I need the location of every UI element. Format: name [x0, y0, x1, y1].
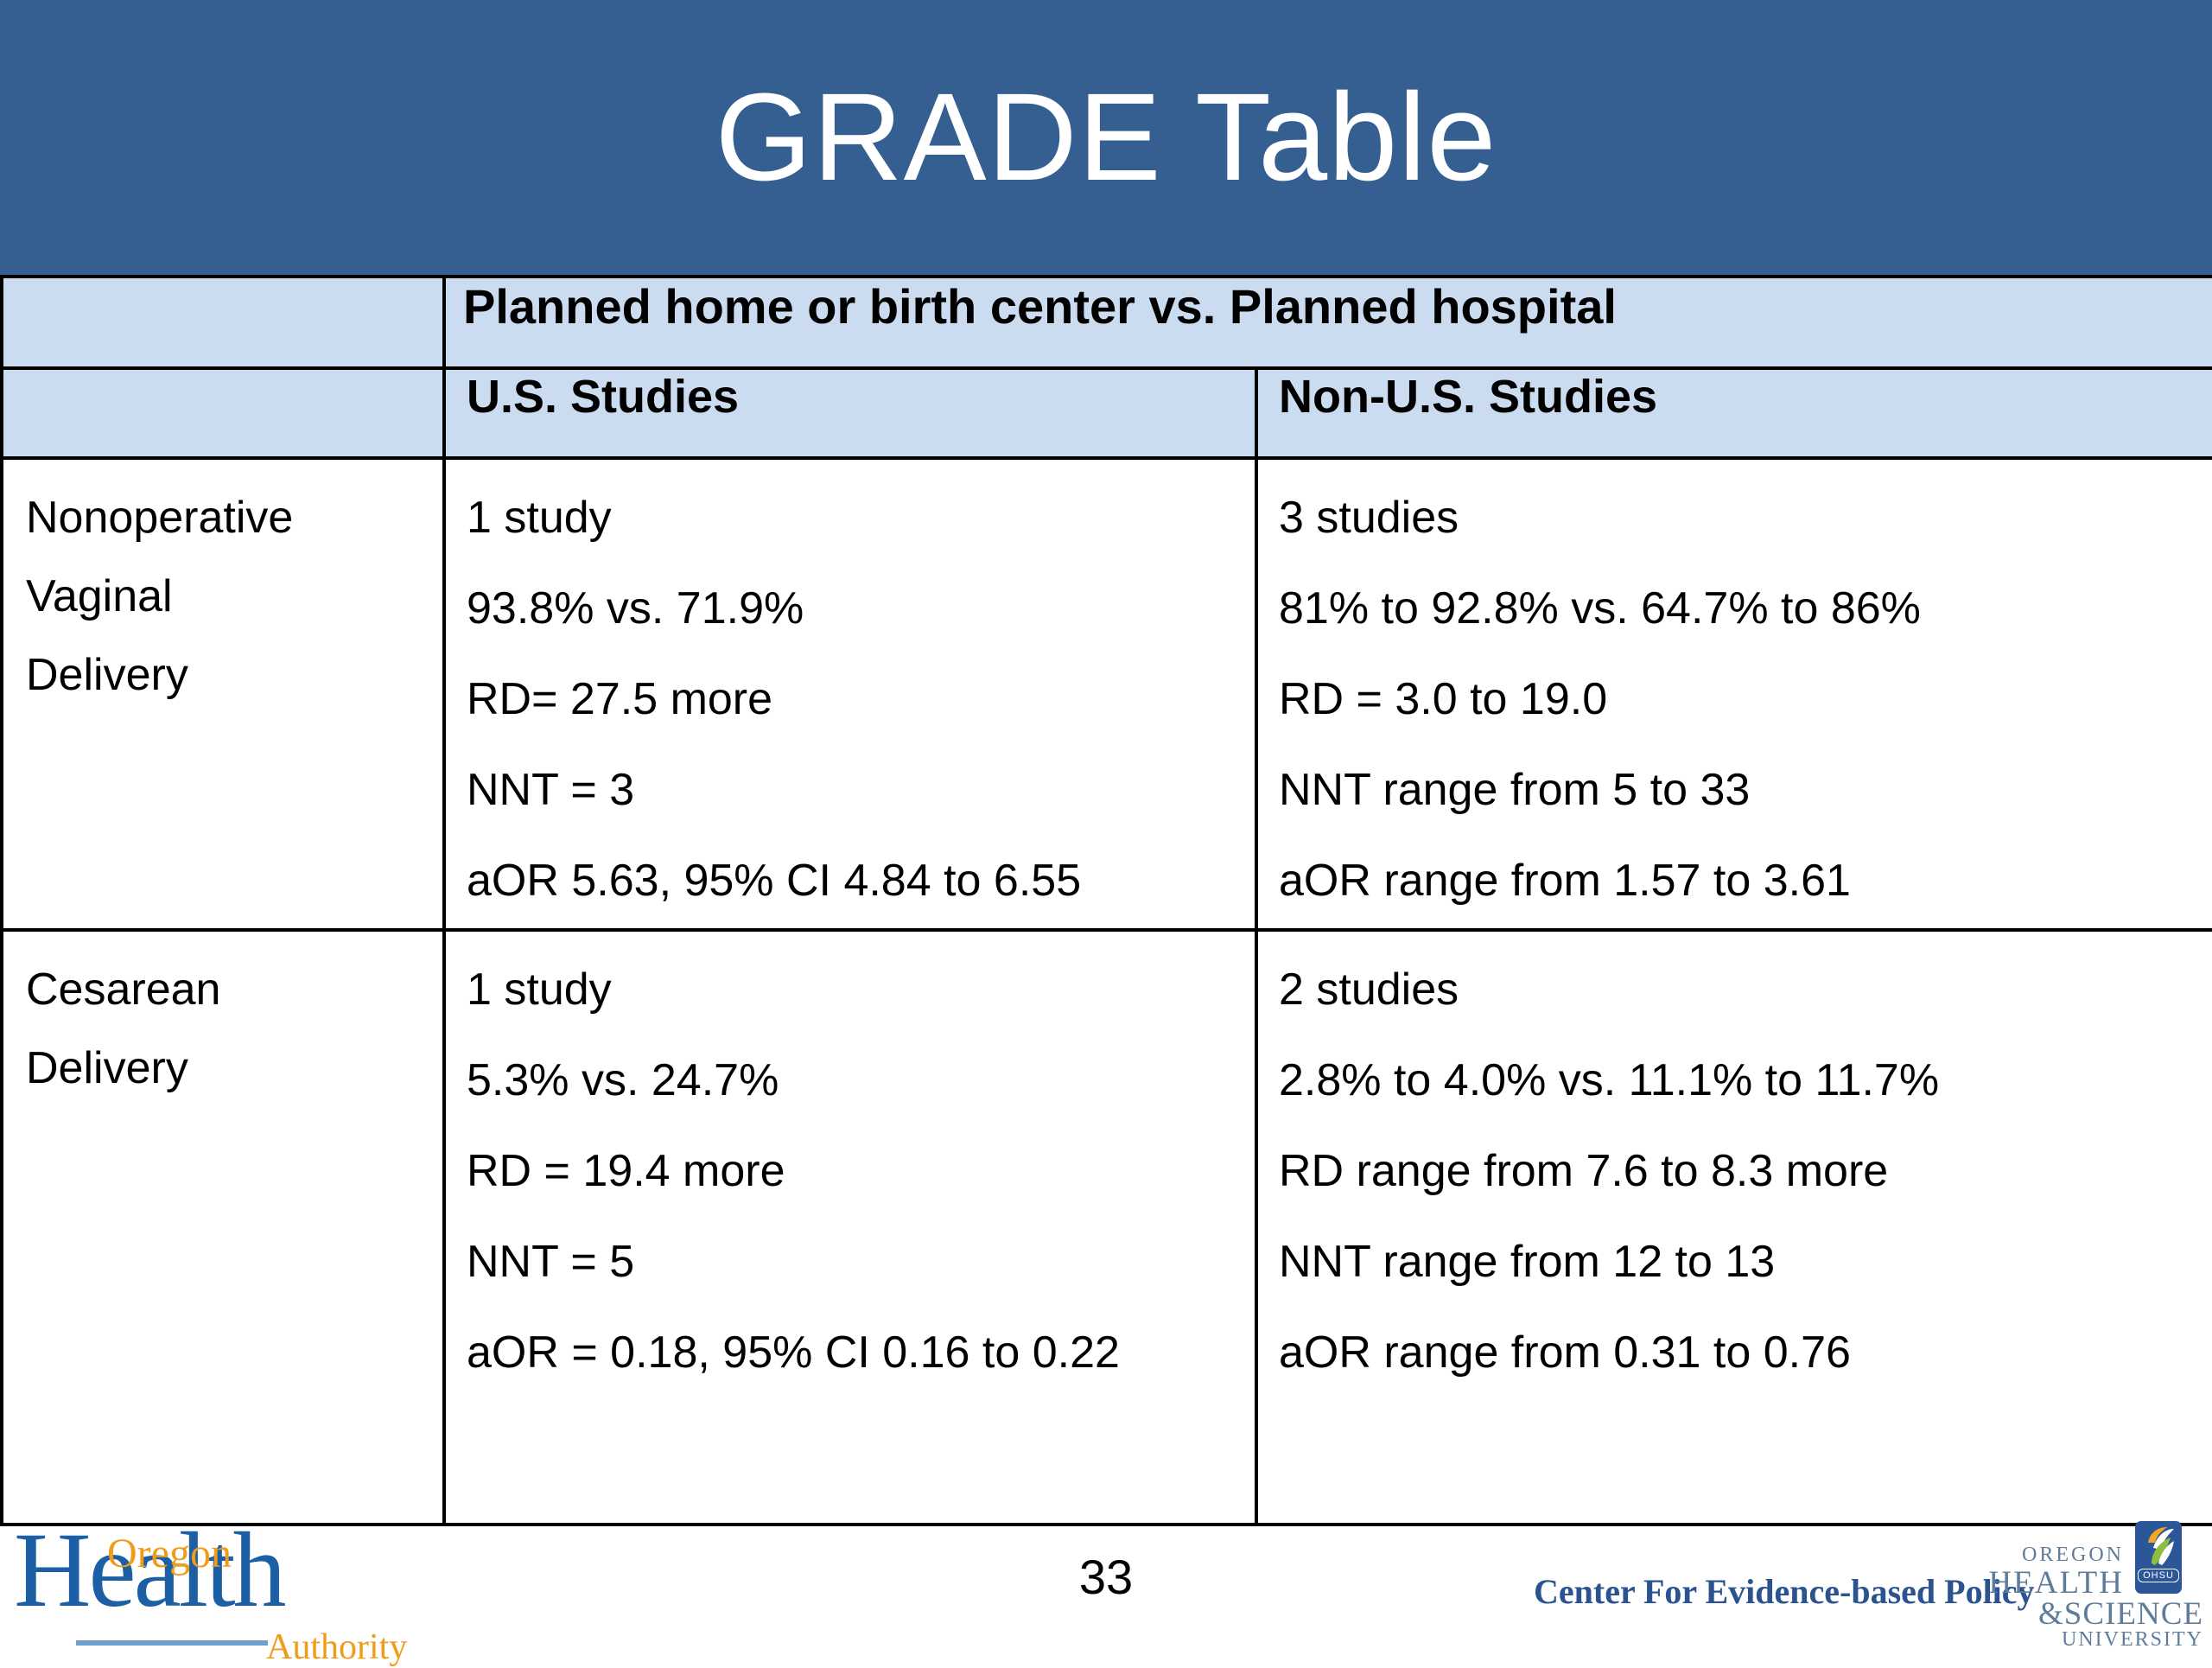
oha-underline-rule	[76, 1640, 268, 1646]
us-studies-cell-nonoperative: 1 study 93.8% vs. 71.9% RD= 27.5 more NN…	[442, 456, 1258, 932]
oregon-health-authority-logo: Health Oregon Authority	[14, 1511, 446, 1667]
oha-oregon-wordmark: Oregon	[107, 1531, 232, 1576]
stat-line: 1 study	[467, 965, 612, 1015]
ohsu-leaf-icon	[2148, 1527, 2174, 1565]
stat-line: 81% to 92.8% vs. 64.7% to 86%	[1279, 583, 1921, 633]
stat-line: NNT = 5	[467, 1237, 635, 1287]
row-label-line: Vaginal	[26, 571, 173, 621]
table-row-cesarean-delivery: Cesarean Delivery 1 study 5.3% vs. 24.7%…	[0, 928, 2212, 1526]
non-us-studies-header: Non-U.S. Studies	[1254, 366, 2212, 460]
slide-footer: Health Oregon Authority 33 Center For Ev…	[0, 1511, 2212, 1667]
table-row-subheaders: U.S. Studies Non-U.S. Studies	[0, 366, 2212, 460]
center-for-evidence-based-policy-label: Center For Evidence-based Policy	[1534, 1572, 2035, 1611]
stat-line: aOR 5.63, 95% CI 4.84 to 6.55	[467, 856, 1082, 906]
stat-line: 2.8% to 4.0% vs. 11.1% to 11.7%	[1279, 1055, 1940, 1105]
stat-line: 3 studies	[1279, 493, 1459, 543]
ohsu-logo: OREGON HEALTH &SCIENCE UNIVERSITY OHSU	[1988, 1521, 2209, 1659]
stat-line: NNT = 3	[467, 765, 635, 815]
us-studies-header: U.S. Studies	[442, 366, 1258, 460]
empty-subheader-cell	[0, 366, 446, 460]
comparison-header-cell: Planned home or birth center vs. Planned…	[442, 275, 2212, 370]
stat-line: 1 study	[467, 493, 612, 543]
us-studies-cell-cesarean: 1 study 5.3% vs. 24.7% RD = 19.4 more NN…	[442, 928, 1258, 1526]
stat-line: aOR = 0.18, 95% CI 0.16 to 0.22	[467, 1327, 1120, 1378]
non-us-studies-cell-nonoperative: 3 studies 81% to 92.8% vs. 64.7% to 86% …	[1254, 456, 2212, 932]
oha-authority-wordmark: Authority	[266, 1627, 408, 1667]
ohsu-health-text: HEALTH	[1988, 1565, 2124, 1601]
ohsu-badge: OHSU	[2135, 1521, 2182, 1594]
table-row-nonoperative-vaginal-delivery: Nonoperative Vaginal Delivery 1 study 93…	[0, 456, 2212, 932]
row-label-line: Delivery	[26, 1043, 188, 1093]
stat-line: RD = 3.0 to 19.0	[1279, 674, 1608, 724]
grade-table: Planned home or birth center vs. Planned…	[0, 275, 2212, 1526]
page-number: 33	[1078, 1550, 1134, 1604]
stat-line: RD range from 7.6 to 8.3 more	[1279, 1146, 1889, 1196]
stat-line: 2 studies	[1279, 965, 1459, 1015]
row-label-nonoperative-vaginal-delivery: Nonoperative Vaginal Delivery	[0, 456, 446, 932]
stat-line: 93.8% vs. 71.9%	[467, 583, 804, 633]
empty-corner-cell	[0, 275, 446, 370]
slide-title-bar: GRADE Table	[0, 0, 2212, 275]
stat-line: NNT range from 12 to 13	[1279, 1237, 1776, 1287]
stat-line: 5.3% vs. 24.7%	[467, 1055, 779, 1105]
slide-title: GRADE Table	[715, 67, 1497, 207]
stat-line: NNT range from 5 to 33	[1279, 765, 1751, 815]
stat-line: RD= 27.5 more	[467, 674, 773, 724]
row-label-line: Nonoperative	[26, 493, 294, 543]
oha-health-wordmark: Health	[14, 1511, 287, 1629]
row-label-line: Delivery	[26, 650, 188, 700]
row-label-cesarean-delivery: Cesarean Delivery	[0, 928, 446, 1526]
non-us-studies-cell-cesarean: 2 studies 2.8% to 4.0% vs. 11.1% to 11.7…	[1254, 928, 2212, 1526]
stat-line: aOR range from 1.57 to 3.61	[1279, 856, 1851, 906]
stat-line: RD = 19.4 more	[467, 1146, 785, 1196]
stat-line: aOR range from 0.31 to 0.76	[1279, 1327, 1851, 1378]
table-row-comparison-header: Planned home or birth center vs. Planned…	[0, 275, 2212, 370]
ohsu-badge-label: OHSU	[2138, 1569, 2179, 1582]
ohsu-university-text: UNIVERSITY	[2062, 1628, 2203, 1651]
ohsu-oregon-text: OREGON	[2022, 1544, 2124, 1566]
row-label-line: Cesarean	[26, 965, 221, 1015]
ohsu-science-text: &SCIENCE	[2038, 1596, 2203, 1632]
